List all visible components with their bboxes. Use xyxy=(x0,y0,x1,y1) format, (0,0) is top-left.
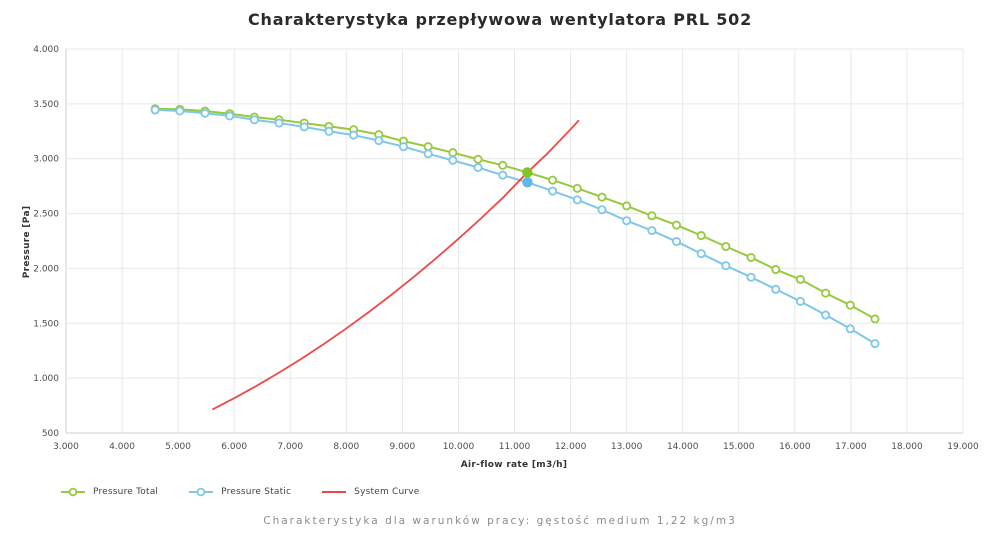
data-point-marker xyxy=(647,211,657,221)
data-point-marker xyxy=(771,284,781,294)
data-point-marker xyxy=(498,160,508,170)
x-tick-label: 19.000 xyxy=(947,442,979,452)
data-point-marker xyxy=(870,314,880,324)
data-point-marker xyxy=(821,288,831,298)
data-point-marker xyxy=(548,175,558,185)
data-point-marker xyxy=(696,249,706,259)
y-tick-label: 1.000 xyxy=(33,374,59,384)
data-point-marker xyxy=(249,115,259,125)
data-point-marker xyxy=(845,300,855,310)
data-point-marker xyxy=(597,205,607,215)
legend-label: Pressure Static xyxy=(221,487,292,497)
x-tick-label: 4.000 xyxy=(109,442,135,452)
y-tick-label: 2.000 xyxy=(33,264,59,274)
data-point-marker xyxy=(473,162,483,172)
data-point-marker xyxy=(324,126,334,136)
x-tick-label: 6.000 xyxy=(221,442,247,452)
data-point-marker xyxy=(473,154,483,164)
x-tick-label: 7.000 xyxy=(277,442,303,452)
data-point-marker xyxy=(398,142,408,152)
data-point-marker xyxy=(795,296,805,306)
x-tick-label: 15.000 xyxy=(723,442,755,452)
data-point-marker xyxy=(225,111,235,121)
y-tick-label: 2.500 xyxy=(33,210,59,220)
data-point-marker xyxy=(548,186,558,196)
x-tick-label: 18.000 xyxy=(891,442,923,452)
data-point-marker xyxy=(448,148,458,158)
x-tick-label: 17.000 xyxy=(835,442,867,452)
data-point-marker xyxy=(795,274,805,284)
data-point-marker xyxy=(721,261,731,271)
data-point-marker xyxy=(274,118,284,128)
x-tick-label: 12.000 xyxy=(555,442,587,452)
chart-title: Charakterystyka przepływowa wentylatora … xyxy=(247,10,753,29)
data-point-marker xyxy=(746,272,756,282)
x-tick-label: 13.000 xyxy=(611,442,643,452)
y-tick-label: 3.000 xyxy=(33,155,59,165)
legend-label: Pressure Total xyxy=(93,487,159,497)
x-axis-title: Air-flow rate [m3/h] xyxy=(460,460,568,470)
legend-label: System Curve xyxy=(354,487,420,497)
system-curve-line xyxy=(211,119,580,411)
x-tick-label: 11.000 xyxy=(499,442,531,452)
data-point-marker xyxy=(200,108,210,118)
legend-item-pressure-static[interactable]: Pressure Static xyxy=(188,486,291,498)
data-point-marker xyxy=(150,105,160,115)
plot-area: 3.000 4.000 5.000 6.000 7.000 8.000 9.000 10.00… xyxy=(33,45,979,452)
data-point-marker xyxy=(597,192,607,202)
line-icon xyxy=(322,491,347,493)
data-point-marker xyxy=(622,201,632,211)
data-point-marker xyxy=(622,216,632,226)
y-tick-label: 500 xyxy=(42,429,59,439)
data-point-marker xyxy=(696,231,706,241)
legend: Pressure Total Pressure Static System Curv… xyxy=(60,486,420,498)
data-point-marker xyxy=(771,265,781,275)
footer-caption: Charakterystyka dla warunków pracy: gęst… xyxy=(263,515,737,527)
data-point-marker xyxy=(498,170,508,180)
line-marker-icon xyxy=(61,487,85,497)
data-point-marker xyxy=(299,122,309,132)
x-tick-label: 5.000 xyxy=(165,442,191,452)
data-point-marker xyxy=(572,195,582,205)
data-point-marker xyxy=(448,155,458,165)
y-tick-label: 3.500 xyxy=(33,100,59,110)
data-point-marker xyxy=(821,310,831,320)
line-marker-icon xyxy=(189,487,214,497)
x-tick-label: 8.000 xyxy=(333,442,359,452)
data-point-marker xyxy=(672,237,682,247)
operating-point-marker xyxy=(522,177,533,188)
data-point-marker xyxy=(746,252,756,262)
y-tick-label: 1.500 xyxy=(33,319,59,329)
x-tick-label: 9.000 xyxy=(389,442,415,452)
y-tick-label: 4.000 xyxy=(33,45,59,55)
data-point-marker xyxy=(423,149,433,159)
legend-item-system-curve[interactable]: System Curve xyxy=(321,486,419,498)
x-tick-label: 10.000 xyxy=(443,442,475,452)
data-point-marker xyxy=(175,106,185,116)
data-point-marker xyxy=(572,183,582,193)
operating-point-marker xyxy=(522,167,533,178)
data-point-marker xyxy=(721,241,731,251)
data-point-marker xyxy=(647,226,657,236)
x-tick-label: 14.000 xyxy=(667,442,699,452)
data-point-marker xyxy=(870,339,880,349)
data-point-marker xyxy=(349,130,359,140)
x-tick-label: 3.000 xyxy=(53,442,79,452)
data-point-marker xyxy=(672,220,682,230)
x-tick-label: 16.000 xyxy=(779,442,811,452)
data-point-marker xyxy=(423,142,433,152)
legend-item-pressure-total[interactable]: Pressure Total xyxy=(60,486,158,498)
data-point-marker xyxy=(374,136,384,146)
data-point-marker xyxy=(845,324,855,334)
pressure-static-line xyxy=(155,108,876,345)
